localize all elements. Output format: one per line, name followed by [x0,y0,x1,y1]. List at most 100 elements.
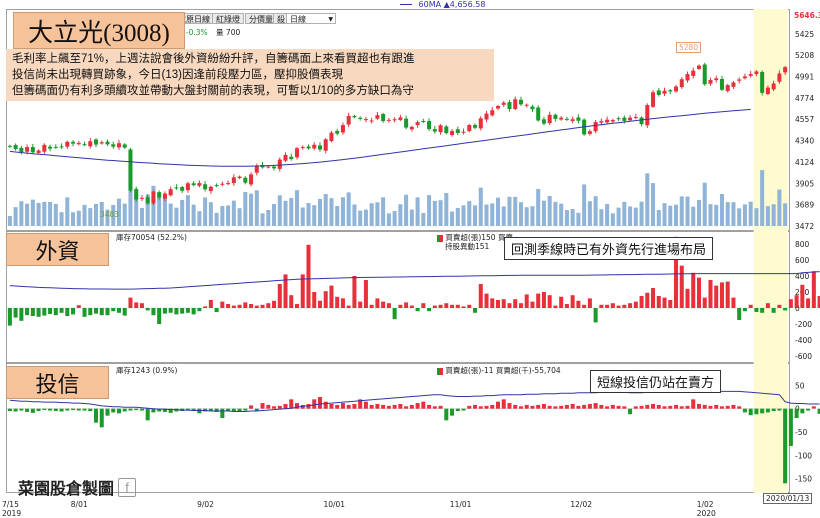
foreign-bar [495,300,501,308]
trust-bar [226,408,231,412]
candle-body [231,177,236,184]
candle-body [501,102,506,105]
volume-bar [547,196,552,226]
volume-bar [742,204,747,226]
trust-bar [771,408,776,411]
volume-bar [306,203,311,226]
period-select[interactable]: 日線 ▼ [286,13,336,24]
foreign-y-tick: 600 [795,256,810,265]
toolbar-button-traffic-light[interactable]: 紅綠燈 [212,13,244,24]
candle-body [197,183,202,186]
candle-body [266,166,271,168]
candle-body [599,121,604,123]
foreign-bar [346,305,351,308]
volume-bar [725,202,730,226]
trust-bar [381,404,386,409]
trust-bar [800,408,805,414]
volume-bar [530,206,535,226]
foreign-y-tick: 0 [795,304,800,313]
trust-bar [237,408,242,411]
legend-swatch-icon [437,367,443,375]
candle-body [48,146,53,149]
foreign-panel [6,231,790,363]
trust-inventory: 庫存1243 (0.9%) [116,366,178,375]
candle-body [461,131,466,133]
candle-body [427,121,432,130]
x-tick-label: 1/02 [696,500,714,509]
foreign-bar [501,299,506,308]
foreign-bar [237,304,242,308]
foreign-bar [605,304,610,308]
foreign-bar [719,282,724,308]
foreign-bar [674,236,679,308]
trust-bar [369,404,374,409]
foreign-inventory: 庫存70054 (52.2%) [116,233,187,242]
trust-bar [599,404,604,409]
candle-body [639,117,644,125]
volume-bar [507,196,512,226]
price-y-tick: 3905 [795,179,814,188]
volume-bar [25,203,30,226]
candle-body [82,144,87,146]
foreign-bar [25,308,30,316]
candle-body [432,129,437,132]
foreign-bar [421,303,426,308]
trust-bar [94,408,99,423]
candle-body [685,74,690,81]
volume-bar [157,196,162,226]
volume-bar [128,168,133,226]
x-tick-year: 2019 [2,509,22,518]
volume-bar [541,200,546,226]
volume-bar [719,194,724,226]
foreign-bar [272,300,277,308]
volume-bar [36,202,41,226]
candle-body [771,83,776,90]
foreign-bar [317,300,322,308]
foreign-bar [541,292,546,308]
volume-bar [633,207,638,226]
trust-bar [168,408,173,413]
trust-bar [450,408,455,416]
candle-body [340,125,345,133]
candle-body [185,183,190,191]
volume-bar [432,200,437,226]
volume-bar [214,212,219,226]
foreign-bar [679,265,684,308]
candle-body [633,116,638,118]
foreign-bar [668,300,673,308]
candle-body [605,119,610,123]
watermark-text: 菜園股倉製圖 [18,481,115,498]
foreign-bar [450,304,455,308]
volume-bar [404,194,409,226]
trust-bar [559,405,564,409]
volume-bar [628,206,633,226]
trust-bar [105,408,110,416]
volume-bar [168,203,173,226]
volume-bar [524,207,529,226]
trust-bar [794,408,799,418]
price-y-tick: 5425 [795,30,814,39]
foreign-bar [455,304,460,308]
volume-bar [754,208,759,226]
candle-body [656,90,661,95]
foreign-bar [473,308,478,313]
price-y-tick: 5208 [795,51,814,60]
trust-bar [582,404,587,409]
foreign-y-tick: 400 [795,272,810,281]
trust-bar [398,404,403,409]
foreign-bar [409,305,414,308]
volume-bar [134,194,139,226]
watermark: 菜園股倉製圖 f [18,475,137,499]
trust-bar [82,408,87,411]
trust-bar [283,404,288,409]
trust-bar [530,405,535,409]
trust-bar [518,406,523,409]
trust-bar [553,406,558,409]
trust-bar [277,405,282,409]
foreign-bar [765,303,770,308]
recent-days-highlight [753,9,788,493]
volume-bar [48,202,53,226]
candle-body [415,122,420,126]
trust-bar [536,404,541,409]
